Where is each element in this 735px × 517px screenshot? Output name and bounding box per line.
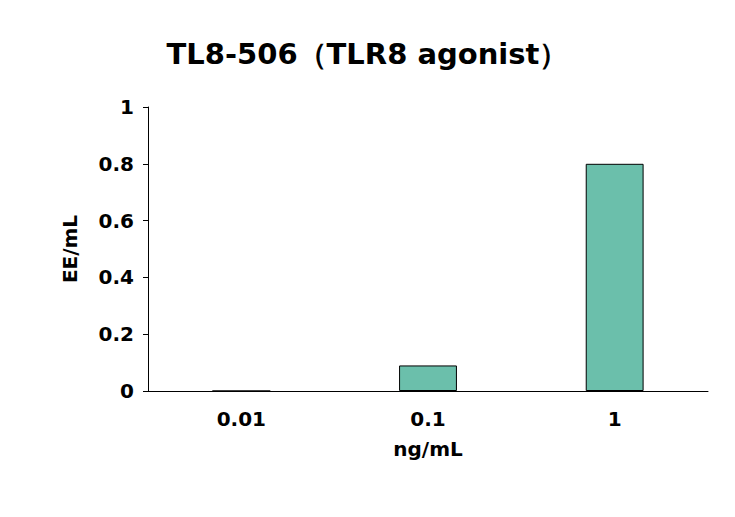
svg-text:EE/mL: EE/mL [58,215,82,283]
svg-text:0.01: 0.01 [217,407,266,431]
svg-text:0.8: 0.8 [99,152,134,176]
svg-text:1: 1 [120,95,134,119]
svg-text:ng/mL: ng/mL [393,437,463,461]
svg-text:TL8-506（TLR8 agonist）: TL8-506（TLR8 agonist） [167,37,569,71]
svg-text:0.2: 0.2 [99,322,134,346]
svg-text:0: 0 [120,379,134,403]
svg-text:0.4: 0.4 [99,265,134,289]
svg-text:1: 1 [608,407,622,431]
svg-text:0.6: 0.6 [99,209,134,233]
svg-text:0.1: 0.1 [410,407,445,431]
